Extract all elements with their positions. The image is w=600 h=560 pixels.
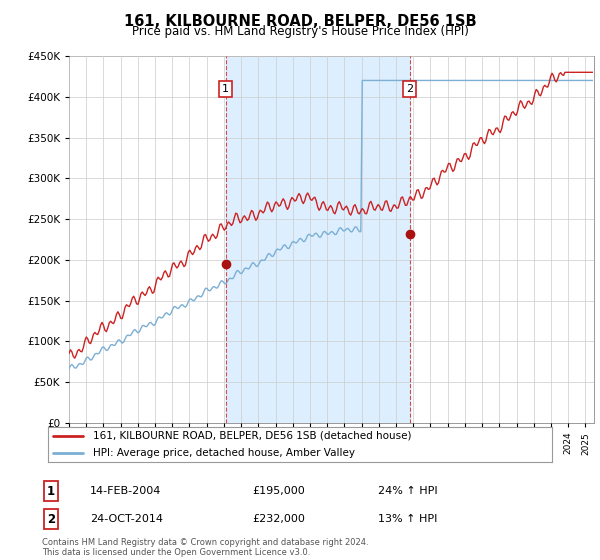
Text: Contains HM Land Registry data © Crown copyright and database right 2024.
This d: Contains HM Land Registry data © Crown c… [42, 538, 368, 557]
Text: 2: 2 [406, 84, 413, 94]
Text: 1: 1 [47, 484, 55, 498]
Text: £195,000: £195,000 [252, 486, 305, 496]
Text: 2: 2 [47, 512, 55, 526]
Text: 24% ↑ HPI: 24% ↑ HPI [378, 486, 437, 496]
Text: £232,000: £232,000 [252, 514, 305, 524]
Bar [226, 56, 410, 423]
Text: HPI: Average price, detached house, Amber Valley: HPI: Average price, detached house, Ambe… [94, 449, 355, 458]
Text: Price paid vs. HM Land Registry's House Price Index (HPI): Price paid vs. HM Land Registry's House … [131, 25, 469, 38]
Text: 14-FEB-2004: 14-FEB-2004 [90, 486, 161, 496]
Text: 161, KILBOURNE ROAD, BELPER, DE56 1SB (detached house): 161, KILBOURNE ROAD, BELPER, DE56 1SB (d… [94, 431, 412, 441]
Text: 161, KILBOURNE ROAD, BELPER, DE56 1SB: 161, KILBOURNE ROAD, BELPER, DE56 1SB [124, 14, 476, 29]
Text: 24-OCT-2014: 24-OCT-2014 [90, 514, 163, 524]
Text: 13% ↑ HPI: 13% ↑ HPI [378, 514, 437, 524]
Text: 1: 1 [222, 84, 229, 94]
